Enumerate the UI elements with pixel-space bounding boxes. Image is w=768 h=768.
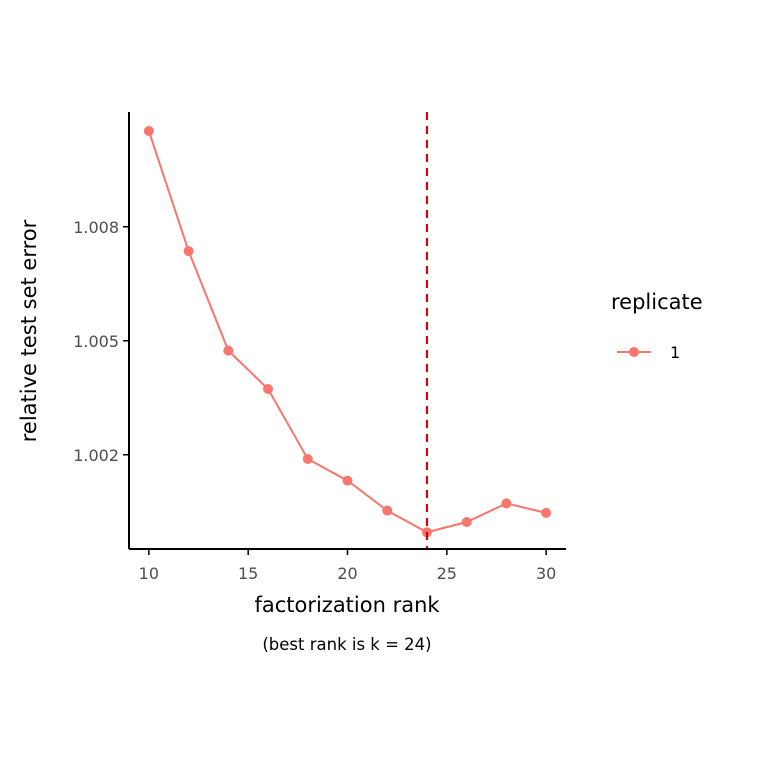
series-line	[147, 130, 547, 534]
y-axis-title: relative test set error	[17, 219, 41, 442]
y-axis-ticks: 1.002 1.005 1.008	[73, 218, 129, 465]
data-point	[263, 384, 274, 395]
x-tick-label: 10	[139, 564, 159, 583]
x-tick-label: 30	[536, 564, 556, 583]
x-axis-ticks: 10 15 20 25 30	[139, 549, 556, 583]
data-point	[382, 505, 393, 516]
x-tick-label: 25	[437, 564, 457, 583]
data-point	[342, 475, 353, 486]
legend: replicate 1	[611, 290, 703, 362]
x-tick-label: 15	[238, 564, 258, 583]
plot-panel: 1.002 1.005 1.008 10 15 20 25 30	[73, 112, 566, 583]
data-point	[223, 345, 234, 356]
chart-caption: (best rank is k = 24)	[262, 635, 431, 654]
y-tick-label: 1.002	[73, 446, 119, 465]
data-point	[541, 507, 552, 518]
y-tick-label: 1.005	[73, 332, 119, 351]
data-point	[461, 517, 472, 528]
data-point	[501, 498, 512, 509]
series-layer	[143, 126, 552, 538]
legend-title: replicate	[611, 290, 703, 314]
legend-label: 1	[670, 343, 680, 362]
data-point	[143, 126, 154, 136]
legend-key-point	[629, 347, 639, 357]
data-point	[183, 246, 194, 257]
x-tick-label: 20	[337, 564, 357, 583]
data-point	[302, 453, 313, 464]
y-tick-label: 1.008	[73, 218, 119, 237]
x-axis-title: factorization rank	[254, 593, 440, 617]
